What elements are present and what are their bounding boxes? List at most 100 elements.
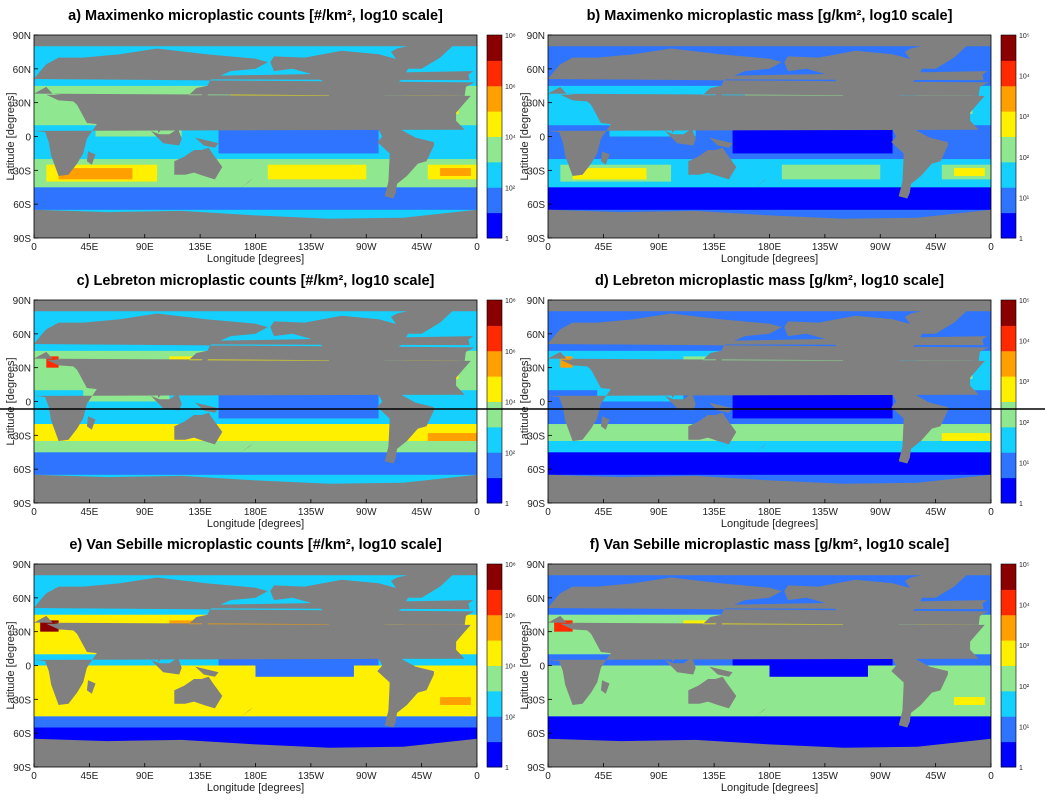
colorbar-segment [487,640,502,666]
colorbar-tick-label: 10² [1019,684,1030,691]
colorbar-segment [487,564,502,590]
colorbar-frame [486,563,503,768]
y-tick-label: 30N [527,364,545,375]
colorbar-segment [487,300,502,326]
land-mass [548,474,991,503]
x-tick-label: 0 [31,242,37,253]
land-mass [194,615,210,630]
colorbar-frame [486,299,503,504]
x-tick-label: 45E [80,771,98,782]
land-mass [550,336,988,346]
land-mass [784,315,923,393]
colorbar-segment [487,716,502,743]
concentration-band [427,433,477,441]
land-mass [688,412,737,445]
colorbar-segment [487,426,502,453]
land-mass [390,41,453,69]
concentration-band [34,424,477,441]
y-axis-label: Latitude [degrees] [519,357,531,445]
land-mass [34,564,477,576]
colorbar-frame [1000,299,1017,504]
colorbar-segment [487,350,502,377]
land-mass [150,657,182,675]
land-mass [390,570,453,598]
colorbar-tick-label: 10¹ [1019,460,1030,467]
colorbar-segment [487,187,502,214]
land-mass [548,313,989,399]
x-tick-label: 135E [188,507,212,518]
land-mass [891,389,948,464]
colorbar-tick-label: 1 [1019,236,1023,243]
y-tick-label: 30N [13,99,31,110]
y-axis-label: Latitude [degrees] [5,621,17,709]
land-mass [86,416,96,430]
land-mass [86,680,96,694]
land-mass [891,124,948,199]
x-tick-label: 45W [411,771,432,782]
y-tick-label: 90S [527,763,545,774]
map-area [34,564,477,767]
y-axis-label: Latitude [degrees] [5,357,17,445]
colorbar-frame [486,34,503,239]
land-mass [709,137,733,148]
land-mass [548,48,989,134]
land-mass [270,579,409,657]
colorbar-tick-label: 1 [505,236,509,243]
colorbar-segment [487,212,502,239]
x-tick-label: 45E [80,242,98,253]
colorbar-segment [487,665,502,692]
x-tick-label: 0 [474,242,480,253]
colorbar-tick-label: 1 [1019,765,1023,772]
colorbar-segment [1001,741,1016,768]
colorbar: 10⁸ 10⁶ 10⁴ 10² 1 [486,33,516,243]
land-mass [377,389,434,464]
colorbar-tick-label: 10⁵ [1019,33,1030,40]
land-mass [904,306,967,334]
x-tick-label: 45E [594,242,612,253]
land-mass [194,86,210,101]
land-mass [195,137,219,148]
x-tick-label: 180E [244,771,268,782]
y-tick-label: 30S [13,166,31,177]
colorbar-tick-label: 10⁴ [1019,339,1030,346]
colorbar-segment [487,111,502,137]
colorbar-segment [1001,564,1016,590]
x-tick-label: 0 [474,771,480,782]
land-mass [34,313,475,399]
y-tick-label: 30S [527,166,545,177]
map-area [34,300,477,503]
x-tick-label: 0 [31,771,37,782]
colorbar-tick-label: 10³ [1019,643,1030,650]
land-mass [784,50,923,128]
land-mass [708,86,724,101]
land-mass [688,676,737,709]
land-mass [174,147,223,180]
x-tick-label: 180E [758,242,782,253]
land-mass [904,570,967,598]
concentration-band [58,168,133,180]
land-mass [664,657,696,675]
concentration-band [548,452,991,475]
y-tick-label: 60N [13,65,31,76]
land-mass [550,600,988,610]
x-tick-label: 45W [925,771,946,782]
colorbar-segment [487,690,502,717]
x-axis-label: Longitude [degrees] [721,518,818,530]
colorbar-frame [1000,563,1017,768]
colorbar-segment [487,136,502,163]
colorbar-segment [1001,614,1016,641]
colorbar-tick-label: 10⁴ [505,400,516,407]
colorbar-tick-label: 10² [505,714,516,721]
x-tick-label: 135E [702,242,726,253]
land-mass [36,71,474,81]
colorbar-segment [1001,161,1016,188]
land-mass [195,402,219,413]
x-tick-label: 90W [356,507,377,518]
concentration-band [548,424,991,441]
x-tick-label: 45W [925,242,946,253]
land-mass [150,393,182,411]
x-tick-label: 0 [988,242,994,253]
colorbar-segment [1001,212,1016,239]
land-mass [34,300,477,312]
x-tick-label: 45W [411,242,432,253]
